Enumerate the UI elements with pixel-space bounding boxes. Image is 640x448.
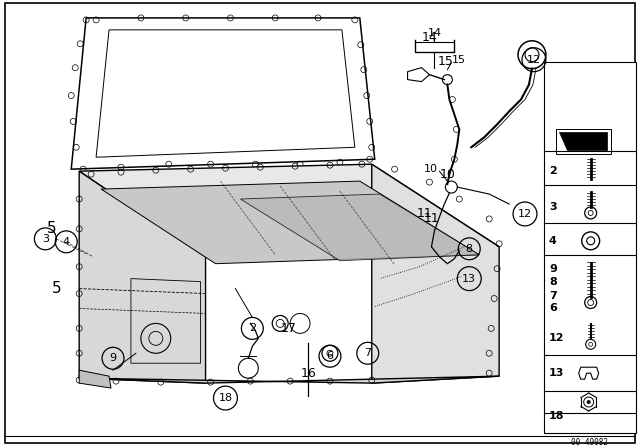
Polygon shape — [79, 376, 499, 383]
Text: 13: 13 — [549, 368, 564, 378]
Polygon shape — [559, 132, 607, 150]
Text: 14: 14 — [428, 28, 442, 38]
Polygon shape — [79, 370, 111, 388]
Text: 18: 18 — [218, 393, 232, 403]
Polygon shape — [79, 171, 205, 383]
Text: 9: 9 — [109, 353, 116, 363]
Circle shape — [587, 400, 591, 404]
Text: 13: 13 — [462, 274, 476, 284]
Text: 5: 5 — [51, 281, 61, 296]
Text: 12: 12 — [518, 209, 532, 219]
Polygon shape — [79, 164, 499, 257]
Text: 11: 11 — [424, 212, 439, 225]
Bar — [556, 129, 611, 154]
Text: 3: 3 — [42, 234, 49, 244]
Text: 2: 2 — [549, 166, 557, 176]
Text: 12: 12 — [527, 55, 541, 65]
Polygon shape — [241, 194, 479, 261]
Text: 5: 5 — [47, 221, 56, 237]
Polygon shape — [101, 181, 479, 264]
Text: 4: 4 — [63, 237, 70, 247]
Text: 17: 17 — [280, 322, 296, 335]
Text: 12: 12 — [549, 333, 564, 343]
Text: 14: 14 — [422, 31, 437, 44]
Text: 15: 15 — [451, 55, 465, 65]
Text: 00 49082: 00 49082 — [571, 438, 608, 447]
Text: 3: 3 — [549, 202, 557, 212]
Polygon shape — [372, 164, 499, 383]
Text: 10: 10 — [424, 164, 437, 174]
Text: 15: 15 — [438, 55, 453, 68]
Text: 9: 9 — [549, 264, 557, 274]
Text: 18: 18 — [549, 411, 564, 421]
Text: 10: 10 — [440, 168, 455, 181]
Text: 6: 6 — [549, 303, 557, 314]
Text: 8: 8 — [466, 244, 473, 254]
Text: 11: 11 — [417, 207, 433, 220]
Text: 7: 7 — [549, 291, 557, 301]
Text: 2: 2 — [249, 323, 256, 333]
Bar — [544, 62, 636, 433]
Text: 7: 7 — [364, 348, 371, 358]
Text: 8: 8 — [549, 276, 557, 287]
Text: 16: 16 — [300, 366, 316, 379]
Text: 6: 6 — [326, 351, 333, 361]
Text: 4: 4 — [549, 236, 557, 246]
